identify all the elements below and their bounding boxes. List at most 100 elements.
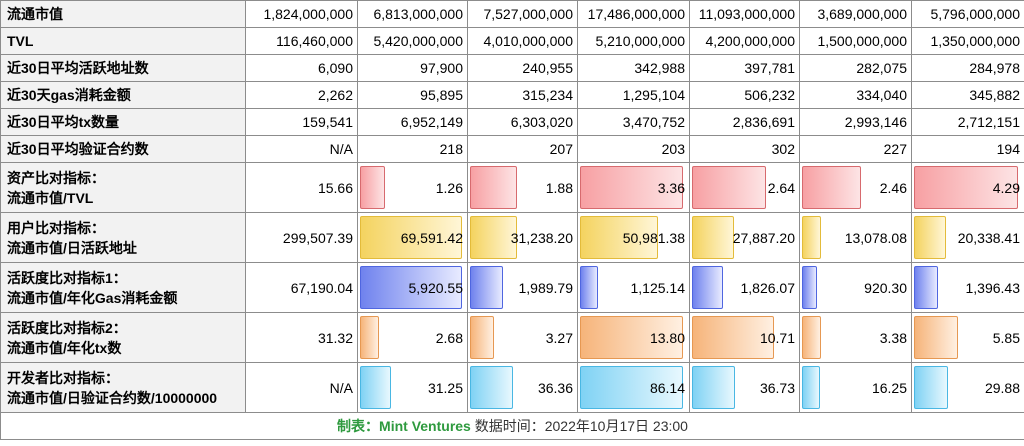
ratio-value: 29.88: [984, 379, 1020, 396]
row-label: 近30日平均验证合约数: [0, 135, 246, 163]
data-bar: [470, 216, 518, 259]
data-bar: [360, 216, 462, 259]
ratio-value: 3.27: [545, 329, 573, 346]
data-bar: [914, 266, 938, 309]
ratio-value: 15.66: [317, 179, 353, 196]
ratio-value: 4.29: [992, 179, 1020, 196]
data-bar: [802, 266, 817, 309]
table-cell: 4,200,000,000: [689, 27, 800, 55]
table-cell: 284,978: [911, 54, 1024, 82]
ratio-value: 13,078.08: [844, 229, 907, 246]
data-bar: [692, 316, 774, 359]
ratio-cell: N/A: [245, 362, 358, 413]
data-bar: [914, 316, 958, 359]
row-label: TVL: [0, 27, 246, 55]
table-row: 近30日平均验证合约数 N/A 218 207 203 302 227 194: [0, 135, 1024, 163]
ratio-cell: 3.27: [467, 312, 578, 363]
table-cell: 3,470,752: [577, 108, 690, 136]
ratio-cell: 20,338.41: [911, 212, 1024, 263]
table-cell: 2,836,691: [689, 108, 800, 136]
data-bar: [470, 266, 503, 309]
ratio-cell: 16.25: [799, 362, 912, 413]
table-cell: 342,988: [577, 54, 690, 82]
data-time: 2022年10月17日 23:00: [544, 418, 688, 434]
table-cell: 334,040: [799, 81, 912, 109]
ratio-label: 资产比对指标： 流通市值/TVL: [0, 162, 246, 213]
row-label: 近30日平均活跃地址数: [0, 54, 246, 82]
table-cell: 5,210,000,000: [577, 27, 690, 55]
ratio-cell: 3.36: [577, 162, 690, 213]
data-bar: [580, 216, 658, 259]
ratio-label: 活跃度比对指标2： 流通市值/年化tx数: [0, 312, 246, 363]
table-row: 流通市值 1,824,000,000 6,813,000,000 7,527,000,…: [0, 0, 1024, 28]
table-cell: 7,527,000,000: [467, 0, 578, 28]
ratio-label-line2: 流通市值/日活跃地址: [7, 239, 137, 256]
table-cell: 11,093,000,000: [689, 0, 800, 28]
table-cell: 97,900: [357, 54, 468, 82]
ratio-row: 活跃度比对指标2： 流通市值/年化tx数 31.32 2.68 3.27 13.80 10.…: [0, 312, 1024, 363]
ratio-value: 1.26: [435, 179, 463, 196]
ratio-cell: 31,238.20: [467, 212, 578, 263]
table-cell: 1,350,000,000: [911, 27, 1024, 55]
ratio-label-line2: 流通市值/年化Gas消耗金额: [7, 289, 178, 306]
ratio-label-line2: 流通市值/TVL: [7, 189, 94, 206]
ratio-value: 86.14: [649, 379, 685, 396]
ratio-value: 36.73: [759, 379, 795, 396]
table-cell: 3,689,000,000: [799, 0, 912, 28]
table-cell: 95,895: [357, 81, 468, 109]
table-cell: 2,712,151: [911, 108, 1024, 136]
ratio-value: 50,981.38: [622, 229, 685, 246]
table-cell: 5,420,000,000: [357, 27, 468, 55]
table-cell: 6,303,020: [467, 108, 578, 136]
ratio-value: 36.36: [537, 379, 573, 396]
data-bar: [360, 366, 391, 409]
ratio-value: 5.85: [992, 329, 1020, 346]
ratio-value: 3.36: [657, 179, 685, 196]
data-bar: [692, 166, 767, 209]
table-cell: 1,295,104: [577, 81, 690, 109]
data-bar: [360, 166, 386, 209]
data-bar: [470, 316, 495, 359]
maker-label: 制表：: [337, 418, 380, 434]
time-label: 数据时间：: [474, 418, 545, 434]
ratio-value: 2.64: [767, 179, 795, 196]
row-label: 流通市值: [0, 0, 246, 28]
data-bar: [580, 266, 598, 309]
ratio-value: 1,989.79: [518, 279, 574, 296]
ratio-cell: 27,887.20: [689, 212, 800, 263]
table-cell: 1,824,000,000: [245, 0, 358, 28]
data-bar: [914, 366, 948, 409]
ratio-value: 27,887.20: [732, 229, 795, 246]
table-cell: 345,882: [911, 81, 1024, 109]
table-row: 近30日平均tx数量 159,541 6,952,149 6,303,020 3,470…: [0, 108, 1024, 136]
table-cell: 1,500,000,000: [799, 27, 912, 55]
ratio-value: 2.68: [435, 329, 463, 346]
data-bar: [580, 166, 684, 209]
table-cell: 6,813,000,000: [357, 0, 468, 28]
ratio-label-line1: 活跃度比对指标2：: [7, 319, 127, 336]
table-row: TVL 116,460,000 5,420,000,000 4,010,000,000…: [0, 27, 1024, 55]
ratio-cell: 86.14: [577, 362, 690, 413]
ratio-cell: 69,591.42: [357, 212, 468, 263]
ratio-value: 16.25: [871, 379, 907, 396]
table-cell: 397,781: [689, 54, 800, 82]
data-bar: [914, 216, 946, 259]
row-label: 近30天gas消耗金额: [0, 81, 246, 109]
data-bar: [802, 366, 820, 409]
ratio-value: 31.25: [427, 379, 463, 396]
ratio-label-line1: 活跃度比对指标1：: [7, 269, 127, 286]
table-cell: 17,486,000,000: [577, 0, 690, 28]
ratio-cell: 29.88: [911, 362, 1024, 413]
ratio-value: 1,396.43: [965, 279, 1021, 296]
ratio-cell: 10.71: [689, 312, 800, 363]
ratio-cell: 1.26: [357, 162, 468, 213]
ratio-cell: 67,190.04: [245, 262, 358, 313]
ratio-label-line1: 资产比对指标：: [7, 169, 105, 186]
ratio-cell: 36.73: [689, 362, 800, 413]
ratio-value: 920.30: [864, 279, 907, 296]
ratio-label-line1: 开发者比对指标：: [7, 369, 119, 386]
ratio-value: 31.32: [317, 329, 353, 346]
ratio-label-line2: 流通市值/日验证合约数/10000000: [7, 389, 218, 406]
